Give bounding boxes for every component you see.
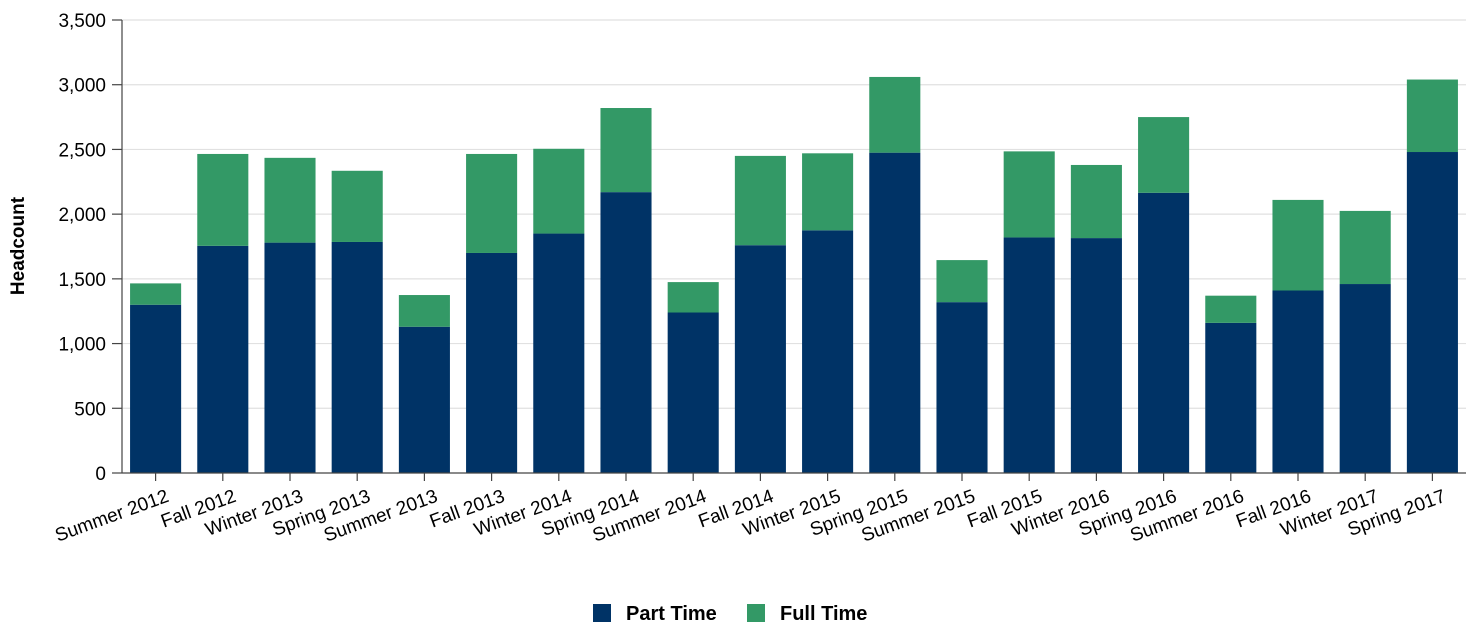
- bar-full-time: [802, 153, 854, 231]
- bar-part-time: [600, 192, 652, 473]
- bar-part-time: [398, 326, 450, 473]
- bar-full-time: [1138, 117, 1190, 193]
- bar-full-time: [1070, 164, 1122, 239]
- y-tick-label: 2,000: [58, 205, 106, 226]
- bar-part-time: [936, 302, 988, 473]
- y-tick-label: 1,500: [58, 270, 106, 291]
- bar-full-time: [1406, 79, 1458, 153]
- legend-swatch: [747, 604, 765, 622]
- bar-part-time: [1070, 238, 1122, 473]
- bar-part-time: [197, 245, 249, 473]
- bar-full-time: [600, 108, 652, 193]
- gridlines: [122, 19, 1466, 409]
- bar-part-time: [1406, 152, 1458, 473]
- x-tick-label: Summer 2012: [52, 486, 171, 547]
- legend: Part Time Full Time: [593, 603, 867, 625]
- bar-full-time: [936, 260, 988, 303]
- bar-full-time: [398, 295, 450, 327]
- y-axis-title: Headcount: [8, 196, 29, 295]
- legend-label: Part Time: [626, 603, 717, 625]
- bar-part-time: [331, 241, 383, 473]
- y-tick-label: 2,500: [58, 140, 106, 161]
- bars: [130, 76, 1458, 473]
- bar-full-time: [264, 157, 316, 243]
- y-tick-label: 0: [95, 464, 106, 485]
- bar-full-time: [466, 153, 518, 253]
- bar-part-time: [667, 312, 719, 473]
- y-axis: 0 500 1,000 1,500 2,000 2,500 3,000 3,500: [58, 11, 123, 485]
- bar-full-time: [331, 170, 383, 242]
- bar-full-time: [197, 153, 249, 246]
- bar-part-time: [1138, 192, 1190, 473]
- bar-part-time: [264, 242, 316, 473]
- bar-part-time: [1003, 237, 1055, 473]
- bar-full-time: [1339, 210, 1391, 285]
- y-tick-label: 3,000: [58, 76, 106, 97]
- legend-swatch: [593, 604, 611, 622]
- bar-full-time: [869, 76, 921, 153]
- bar-part-time: [734, 245, 786, 473]
- y-tick-label: 500: [74, 399, 106, 420]
- bar-full-time: [130, 283, 182, 305]
- bar-full-time: [1205, 295, 1257, 323]
- bar-full-time: [533, 148, 585, 234]
- bar-part-time: [869, 152, 921, 473]
- y-tick-label: 3,500: [58, 11, 106, 32]
- bar-full-time: [734, 155, 786, 246]
- bar-part-time: [130, 304, 182, 473]
- bar-part-time: [1205, 322, 1257, 473]
- bar-part-time: [802, 230, 854, 473]
- legend-label: Full Time: [780, 603, 867, 625]
- bar-part-time: [1272, 290, 1324, 473]
- bar-full-time: [1003, 151, 1055, 238]
- bar-full-time: [1272, 199, 1324, 291]
- y-tick-label: 1,000: [58, 335, 106, 356]
- bar-full-time: [667, 282, 719, 313]
- bar-part-time: [1339, 284, 1391, 473]
- bar-part-time: [466, 252, 518, 473]
- bar-part-time: [533, 233, 585, 473]
